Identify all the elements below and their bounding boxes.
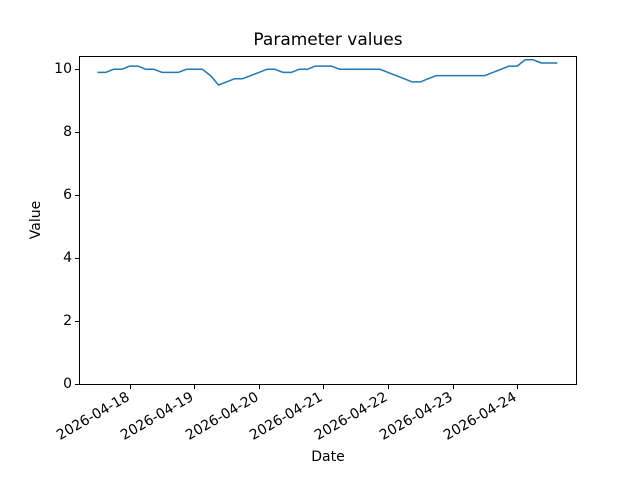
y-tick-label: 2: [63, 313, 72, 329]
chart-title: Parameter values: [253, 30, 403, 50]
x-tick-mark: [323, 385, 324, 389]
y-axis-label: Value: [28, 200, 44, 240]
y-tick-mark: [75, 132, 79, 133]
x-tick-mark: [453, 385, 454, 389]
x-tick-mark: [517, 385, 518, 389]
y-tick-mark: [75, 195, 79, 196]
y-tick-mark: [75, 321, 79, 322]
x-tick-mark: [130, 385, 131, 389]
y-tick-mark: [75, 69, 79, 70]
y-tick-label: 8: [63, 124, 72, 140]
x-tick-mark: [194, 385, 195, 389]
x-axis-label: Date: [311, 449, 345, 465]
y-tick-label: 0: [63, 376, 72, 392]
y-tick-label: 10: [54, 61, 72, 77]
y-tick-mark: [75, 258, 79, 259]
y-tick-label: 4: [63, 250, 72, 266]
y-tick-mark: [75, 384, 79, 385]
x-tick-mark: [388, 385, 389, 389]
plot-area: [79, 56, 577, 385]
x-tick-mark: [259, 385, 260, 389]
y-tick-label: 6: [63, 187, 72, 203]
